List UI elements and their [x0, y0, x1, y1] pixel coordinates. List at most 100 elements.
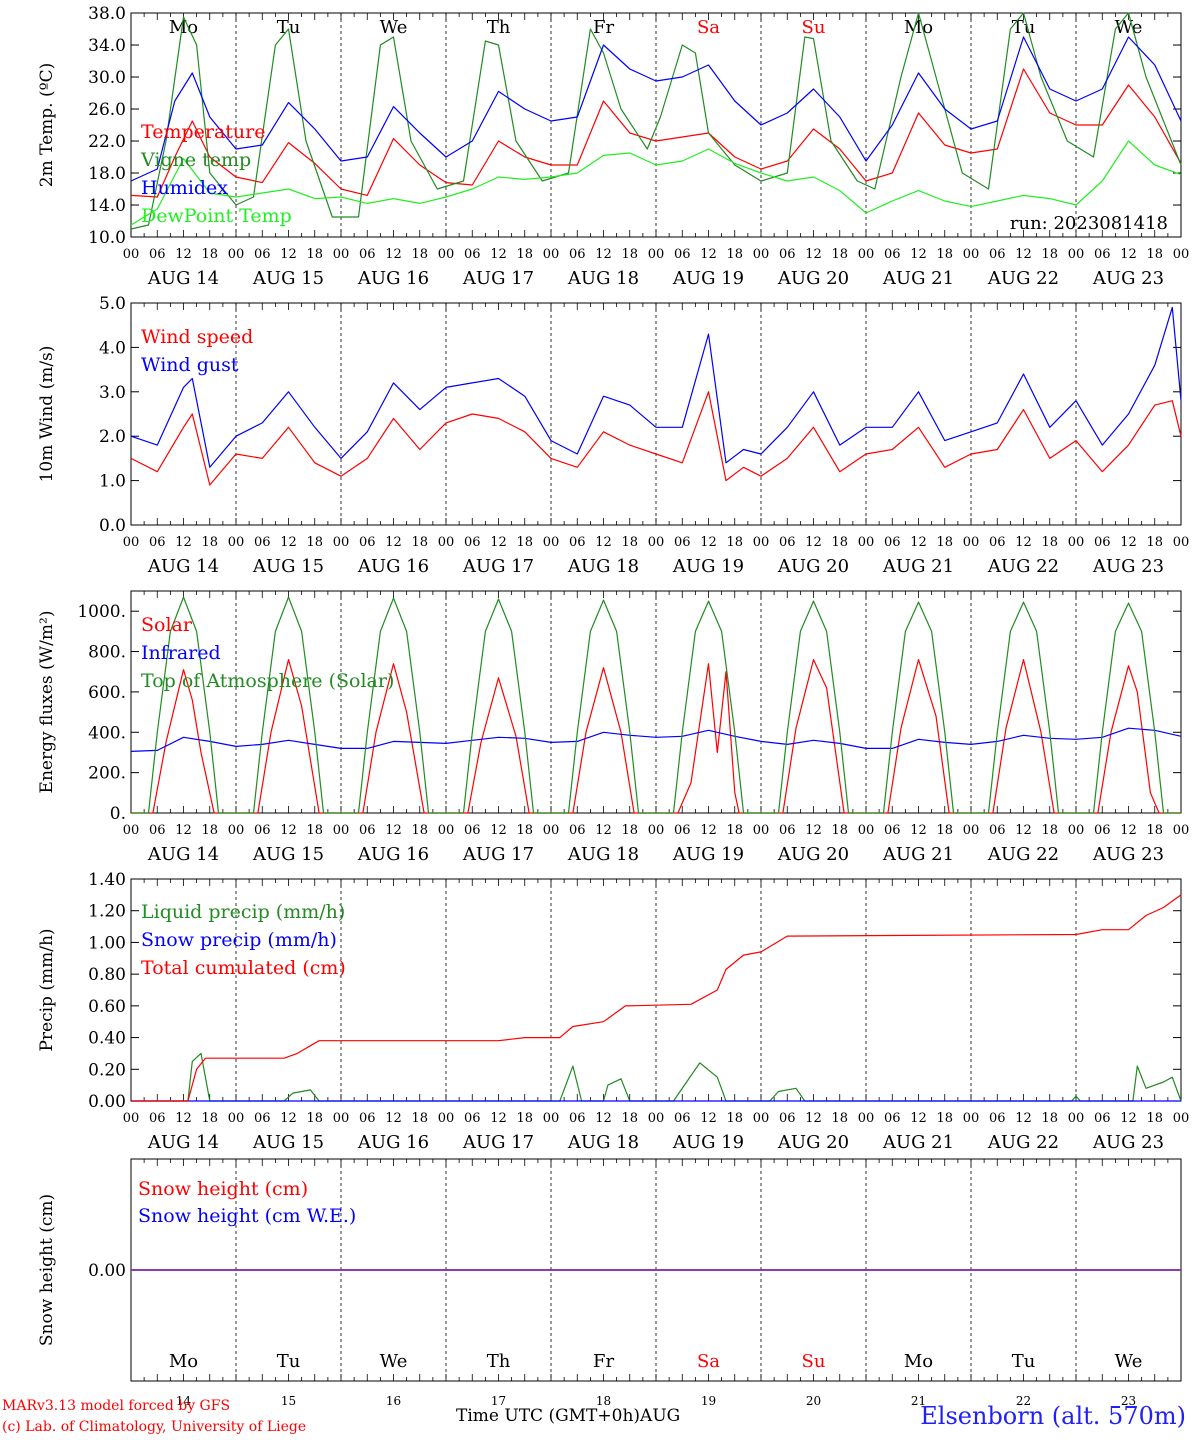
x-hour-label: 12 — [280, 1111, 297, 1126]
x-date-label: AUG 14 — [147, 844, 219, 865]
x-hour-label: 00 — [438, 823, 455, 838]
legend-entry: Liquid precip (mm/h) — [141, 901, 345, 923]
x-date-label: AUG 18 — [567, 268, 639, 289]
x-hour-label: 12 — [175, 247, 192, 262]
x-hour-label: 18 — [201, 247, 218, 262]
x-hour-label: 06 — [779, 1111, 796, 1126]
x-date-label: AUG 21 — [882, 1132, 954, 1153]
weekday-label: Th — [487, 1351, 511, 1372]
x-hour-label: 00 — [543, 1111, 560, 1126]
x-hour-label: 18 — [411, 535, 428, 550]
y-tick-label: 0.0 — [99, 516, 126, 536]
x-hour-label: 00 — [228, 535, 245, 550]
x-hour-label: 00 — [1173, 823, 1190, 838]
series-line — [130, 68, 1182, 198]
x-hour-label: 00 — [753, 823, 770, 838]
x-hour-label: 18 — [936, 1111, 953, 1126]
series-line — [130, 391, 1182, 486]
x-date-label: AUG 23 — [1092, 844, 1164, 865]
series-line — [130, 727, 1182, 752]
x-hour-label: 12 — [385, 247, 402, 262]
y-tick-label: 0.40 — [88, 1029, 126, 1049]
x-hour-label: 18 — [726, 823, 743, 838]
x-hour-label: 00 — [753, 535, 770, 550]
x-date-label: AUG 17 — [462, 268, 534, 289]
x-hour-label: 12 — [280, 823, 297, 838]
y-axis-label: Snow height (cm) — [37, 1194, 57, 1346]
day-number-label: 14 — [176, 1394, 192, 1408]
x-hour-label: 00 — [1068, 1111, 1085, 1126]
x-hour-label: 18 — [831, 247, 848, 262]
weekday-label: We — [1115, 17, 1143, 38]
day-number-label: 15 — [281, 1394, 296, 1408]
x-hour-label: 06 — [674, 535, 691, 550]
weekday-label: Tu — [1012, 17, 1036, 38]
x-date-label: AUG 22 — [987, 1132, 1059, 1153]
x-hour-label: 00 — [963, 535, 980, 550]
legend-entry: Wind gust — [141, 354, 239, 376]
x-hour-label: 18 — [936, 247, 953, 262]
series-line — [131, 596, 1181, 814]
x-hour-label: 12 — [1015, 823, 1032, 838]
x-hour-label: 06 — [884, 1111, 901, 1126]
day-number-label: 21 — [911, 1394, 926, 1408]
x-hour-label: 00 — [333, 823, 350, 838]
y-tick-label: 34.0 — [88, 36, 126, 56]
x-hour-label: 06 — [779, 247, 796, 262]
x-hour-label: 00 — [648, 823, 665, 838]
legend-entry: Snow height (cm) — [138, 1178, 308, 1200]
x-hour-label: 06 — [359, 535, 376, 550]
y-tick-label: 4.0 — [99, 338, 126, 358]
x-hour-label: 18 — [621, 823, 638, 838]
series-line — [130, 12, 1182, 230]
y-tick-label: 400. — [88, 723, 126, 743]
x-hour-label: 06 — [1094, 247, 1111, 262]
x-hour-label: 18 — [306, 823, 323, 838]
weekday-label: Th — [487, 17, 511, 38]
x-hour-label: 00 — [543, 247, 560, 262]
model-credit-line1: MARv3.13 model forced by GFS — [2, 1398, 231, 1414]
y-tick-label: 800. — [88, 643, 126, 663]
x-hour-label: 06 — [359, 247, 376, 262]
weekday-label: Tu — [1012, 1351, 1036, 1372]
y-tick-label: 0.80 — [88, 965, 126, 985]
x-date-label: AUG 16 — [357, 1132, 429, 1153]
x-hour-label: 06 — [359, 1111, 376, 1126]
x-hour-label: 00 — [123, 823, 140, 838]
legend-entry: Snow height (cm W.E.) — [138, 1205, 356, 1227]
y-tick-label: 22.0 — [88, 132, 126, 152]
x-hour-label: 06 — [149, 1111, 166, 1126]
x-hour-label: 06 — [989, 247, 1006, 262]
x-hour-label: 00 — [228, 823, 245, 838]
x-hour-label: 12 — [1015, 535, 1032, 550]
x-hour-label: 12 — [490, 247, 507, 262]
x-hour-label: 18 — [306, 535, 323, 550]
x-hour-label: 06 — [1094, 823, 1111, 838]
y-tick-label: 26.0 — [88, 100, 126, 120]
x-hour-label: 12 — [700, 823, 717, 838]
x-date-label: AUG 16 — [357, 844, 429, 865]
x-date-label: AUG 17 — [462, 1132, 534, 1153]
x-hour-label: 00 — [438, 247, 455, 262]
x-date-label: AUG 22 — [987, 556, 1059, 577]
x-hour-label: 12 — [175, 823, 192, 838]
weekday-label: We — [1115, 1351, 1143, 1372]
y-tick-label: 1000. — [77, 602, 126, 622]
y-tick-label: 200. — [88, 764, 126, 784]
x-hour-label: 06 — [464, 247, 481, 262]
x-hour-label: 06 — [779, 535, 796, 550]
x-hour-label: 06 — [989, 535, 1006, 550]
x-hour-label: 12 — [385, 1111, 402, 1126]
x-date-label: AUG 15 — [252, 556, 324, 577]
x-hour-label: 00 — [648, 247, 665, 262]
x-hour-label: 18 — [201, 535, 218, 550]
x-hour-label: 18 — [831, 823, 848, 838]
x-hour-label: 06 — [464, 1111, 481, 1126]
model-credit-line2: (c) Lab. of Climatology, University of L… — [2, 1419, 307, 1435]
day-number-label: 19 — [701, 1394, 716, 1408]
x-hour-label: 18 — [1146, 535, 1163, 550]
x-date-label: AUG 20 — [777, 268, 849, 289]
x-hour-label: 12 — [910, 247, 927, 262]
x-hour-label: 00 — [228, 247, 245, 262]
run-label: run: 2023081418 — [1010, 213, 1168, 234]
